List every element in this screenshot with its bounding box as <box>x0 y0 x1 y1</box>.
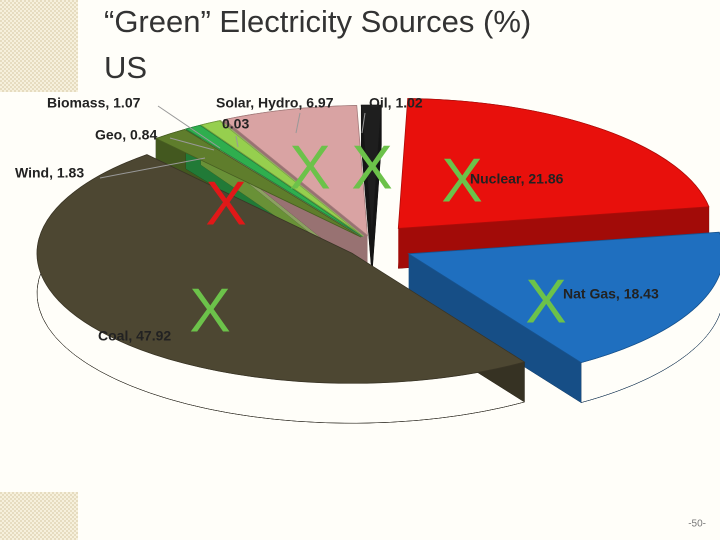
cross-mark: X <box>525 267 566 336</box>
data-label: Oil, 1.02 <box>369 95 423 111</box>
slice <box>360 104 382 236</box>
data-label: Geo, 0.84 <box>95 127 157 143</box>
cross-mark: X <box>189 276 230 345</box>
corner-decoration <box>0 492 78 540</box>
data-label: Solar, Hydro, 6.97 <box>216 95 334 111</box>
leader-line <box>361 112 366 134</box>
data-label: Coal, 47.92 <box>98 328 171 344</box>
cross-mark: X <box>205 169 246 238</box>
page-number: -50- <box>688 519 706 530</box>
data-label: Wind, 1.83 <box>15 165 84 181</box>
corner-decoration <box>0 0 78 92</box>
data-label: Nat Gas, 18.43 <box>563 286 659 302</box>
data-label: Biomass, 1.07 <box>47 95 141 111</box>
cross-mark: X <box>441 146 482 215</box>
slice <box>36 154 526 384</box>
data-label: 0.03 <box>222 116 249 132</box>
slice-side <box>398 98 709 269</box>
slice-side <box>361 105 382 276</box>
slice <box>185 124 363 237</box>
slide-title: US <box>104 50 147 85</box>
slide-title: “Green” Electricity Sources (%) <box>104 4 531 39</box>
slice <box>397 98 710 229</box>
cross-mark: X <box>351 133 392 202</box>
slice <box>199 120 364 237</box>
slice <box>407 231 720 364</box>
slice <box>223 105 368 237</box>
cross-mark: X <box>289 133 330 202</box>
slice <box>154 128 362 238</box>
leader-line <box>99 157 206 179</box>
slice <box>219 119 365 237</box>
leader-line <box>295 112 301 134</box>
leader-line <box>169 137 215 151</box>
leader-line <box>157 105 221 149</box>
data-label: Nuclear, 21.86 <box>470 171 564 187</box>
leader-line <box>235 135 239 148</box>
